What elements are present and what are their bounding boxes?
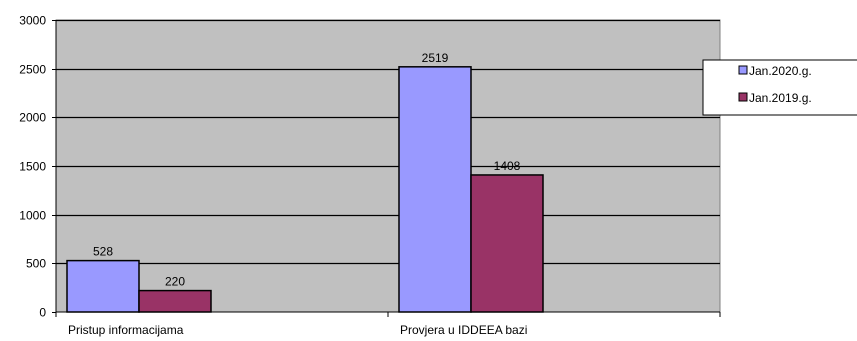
legend-label-0: Jan.2020.g. <box>749 64 812 78</box>
legend-swatch-0 <box>738 65 748 75</box>
legend-swatch-1 <box>738 92 748 102</box>
y-tick-label: 2000 <box>19 111 46 125</box>
y-tick-label: 0 <box>39 306 46 320</box>
legend: Jan.2020.g. Jan.2019.g. <box>702 59 857 116</box>
bar <box>398 66 472 313</box>
data-label: 528 <box>93 245 113 259</box>
y-tick-label: 3000 <box>19 14 46 28</box>
y-axis: 0 500 1000 1500 2000 2500 3000 <box>19 14 56 320</box>
legend-label-1: Jan.2019.g. <box>749 91 812 105</box>
data-labels: 528 220 2519 1408 <box>93 51 521 289</box>
x-category-label: Provjera u IDDEEA bazi <box>400 323 527 337</box>
bar <box>66 259 140 313</box>
legend-box <box>702 59 857 116</box>
data-label: 1408 <box>494 159 521 173</box>
data-label: 2519 <box>422 51 449 65</box>
bar <box>470 174 544 313</box>
x-category-label: Pristup informacijama <box>68 323 184 337</box>
x-axis: Pristup informacijama Provjera u IDDEEA b… <box>55 312 721 337</box>
data-label: 220 <box>165 275 185 289</box>
y-tick-label: 1500 <box>19 160 46 174</box>
bars <box>66 66 544 313</box>
bar <box>138 289 212 313</box>
gridlines <box>56 19 720 265</box>
y-tick-label: 500 <box>26 257 46 271</box>
y-tick-label: 1000 <box>19 209 46 223</box>
y-tick-label: 2500 <box>19 63 46 77</box>
